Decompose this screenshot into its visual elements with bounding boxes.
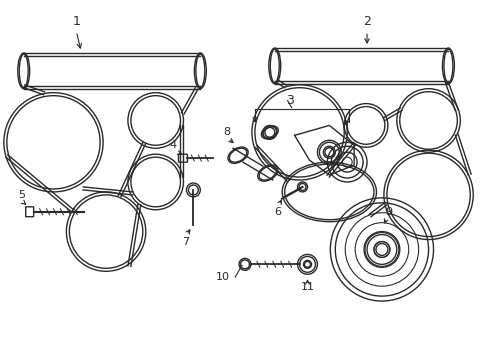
Text: 7: 7 <box>182 237 189 247</box>
Text: 4: 4 <box>169 140 176 150</box>
Text: 11: 11 <box>300 282 314 292</box>
Text: 1: 1 <box>72 15 80 28</box>
Text: 8: 8 <box>223 127 230 138</box>
Text: 6: 6 <box>274 207 281 217</box>
Text: 10: 10 <box>216 272 230 282</box>
Text: 2: 2 <box>363 15 370 28</box>
Text: 9: 9 <box>385 207 392 217</box>
Text: 3: 3 <box>285 94 293 107</box>
Text: 5: 5 <box>18 190 25 200</box>
